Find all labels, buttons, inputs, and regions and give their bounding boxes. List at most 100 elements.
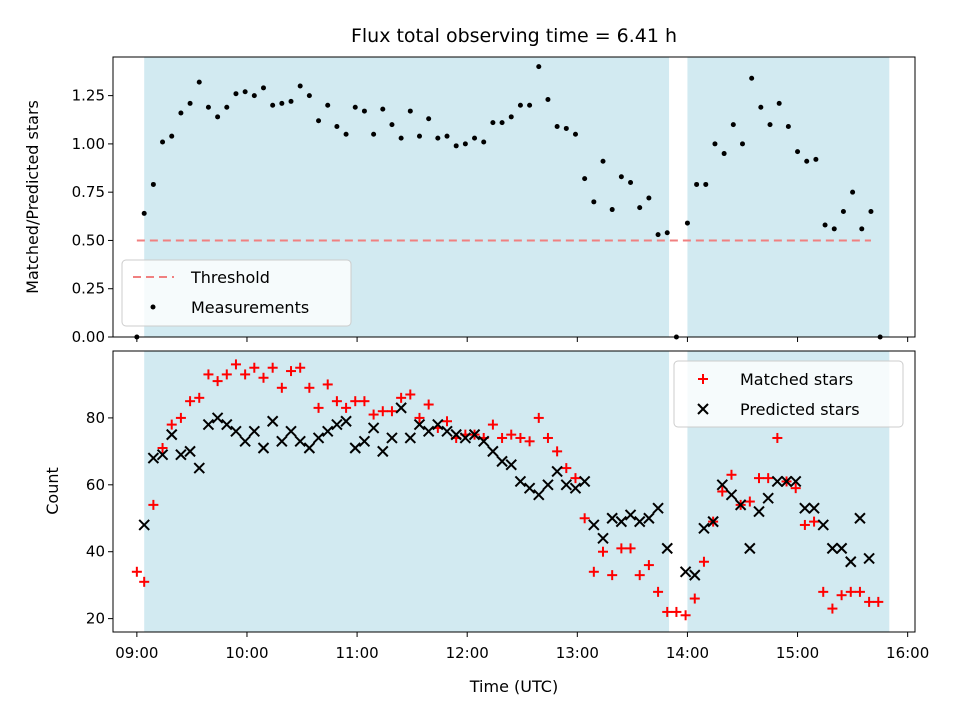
predicted-point <box>835 542 848 555</box>
predicted-point <box>413 418 426 431</box>
measurement-point <box>270 102 276 108</box>
matched-point <box>423 399 434 410</box>
measurement-point <box>453 143 459 149</box>
measurement-point <box>334 124 340 130</box>
matched-point <box>864 596 875 607</box>
measurement-point <box>804 158 810 164</box>
measurement-point <box>730 122 736 128</box>
matched-point <box>203 369 214 380</box>
measurement-point <box>591 199 597 205</box>
matched-point <box>570 473 581 484</box>
measurement-point <box>767 122 773 128</box>
predicted-point <box>725 489 738 501</box>
bottom-axes: 20 40 60 80 09:00 10:00 11:00 12:00 13:00 14:00 15… <box>86 350 929 662</box>
matched-point <box>827 603 838 614</box>
predicted-point <box>166 428 178 441</box>
predicted-point <box>762 492 774 504</box>
legend-measurements-label: Measurements <box>191 298 309 317</box>
measurement-point <box>517 102 523 108</box>
measurement-point <box>178 110 184 116</box>
matched-point <box>295 362 306 373</box>
matched-point <box>763 473 774 484</box>
predicted-point <box>395 402 407 414</box>
matched-point <box>552 446 563 457</box>
measurement-point <box>242 89 248 95</box>
measurement-point <box>196 79 202 85</box>
matched-point <box>542 432 553 443</box>
predicted-point <box>551 465 563 478</box>
measurement-point <box>416 133 422 139</box>
measurement-point <box>260 85 266 91</box>
predicted-point <box>450 428 462 441</box>
predicted-point <box>377 445 389 458</box>
predicted-point <box>312 432 325 444</box>
measurement-point <box>150 181 156 187</box>
matched-point <box>506 429 517 440</box>
predicted-point <box>138 519 150 531</box>
measurement-point <box>609 207 615 213</box>
predicted-point <box>679 566 692 578</box>
measurement-point <box>572 131 578 137</box>
legend-predicted-swatch <box>697 403 709 415</box>
top-axes: 0.00 0.25 0.50 0.75 1.00 1.25 <box>72 56 916 346</box>
predicted-point <box>624 509 637 521</box>
measurement-point <box>215 114 221 120</box>
x-tick-label: 14:00 <box>666 644 709 662</box>
y-tick-label: 60 <box>86 476 105 494</box>
x-tick-label: 12:00 <box>446 644 489 662</box>
measurement-point <box>169 133 175 139</box>
measurement-point <box>664 230 670 236</box>
predicted-point <box>386 432 398 444</box>
plot-frame <box>112 56 916 338</box>
predicted-point <box>340 415 352 427</box>
matched-point <box>588 566 599 577</box>
measurement-point <box>536 64 542 70</box>
matched-point <box>313 402 324 413</box>
measurement-point <box>694 181 700 187</box>
predicted-point <box>211 412 224 424</box>
x-tick-label: 11:00 <box>335 644 378 662</box>
predicted-point <box>578 475 591 488</box>
measurement-point <box>527 102 533 108</box>
predicted-point <box>147 452 160 464</box>
predicted-point <box>597 532 609 545</box>
measurement-point <box>758 104 764 110</box>
predicted-point <box>505 459 517 471</box>
matched-point <box>131 566 142 577</box>
legend-x-marker <box>697 403 709 415</box>
bottom-legend: Matched stars Predicted stars <box>673 360 904 428</box>
predicted-point <box>478 435 490 448</box>
measurement-point <box>306 93 312 99</box>
y-tick-label: 0.50 <box>72 231 105 249</box>
predicted-point <box>422 425 435 437</box>
predicted-point <box>239 435 251 448</box>
measurement-point <box>361 108 367 114</box>
predicted-point <box>643 512 655 524</box>
matched-point <box>698 556 709 567</box>
measurement-point <box>600 158 606 164</box>
measurement-point <box>703 181 709 187</box>
legend-matched-swatch <box>698 374 708 384</box>
predicted-point <box>854 512 866 524</box>
matched-point <box>515 432 526 443</box>
predicted-point <box>634 515 646 528</box>
measurement-point <box>684 220 690 226</box>
bottom-legend-box <box>673 360 904 428</box>
measurement-point <box>288 98 294 104</box>
measurement-point <box>868 208 874 214</box>
measurement-point <box>618 174 624 180</box>
matched-point <box>561 463 572 474</box>
measurement-point <box>822 222 828 228</box>
measurement-point <box>637 205 643 211</box>
matched-point <box>396 392 407 403</box>
predicted-point <box>202 418 215 431</box>
matched-point <box>157 443 168 454</box>
predicted-point <box>175 448 187 461</box>
matched-point <box>414 412 425 423</box>
matched-point <box>671 606 682 617</box>
matched-point <box>267 362 278 373</box>
matched-point <box>487 419 498 430</box>
matched-point <box>276 382 287 393</box>
predicted-point <box>230 425 242 437</box>
predicted-point <box>588 519 600 531</box>
